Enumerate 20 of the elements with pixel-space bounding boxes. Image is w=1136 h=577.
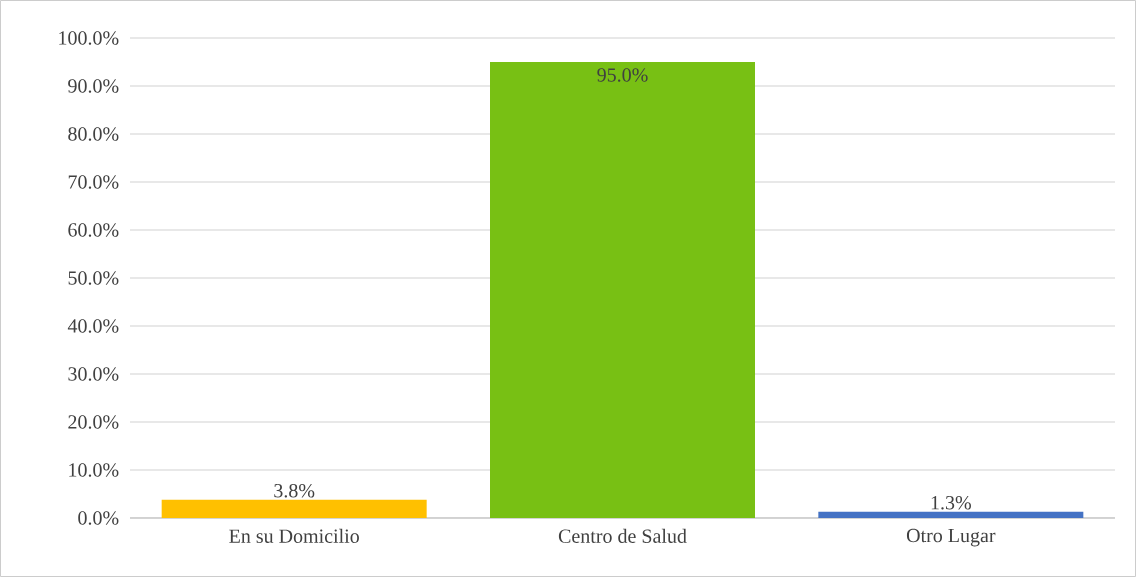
x-tick-label: En su Domicilio	[229, 528, 359, 543]
y-tick-label: 10.0%	[69, 463, 119, 477]
y-tick-label: 40.0%	[67, 319, 119, 333]
y-tick-label: 0.0%	[78, 511, 119, 525]
data-label: 3.8%	[274, 483, 315, 498]
y-tick-label: 60.0%	[68, 223, 119, 237]
y-tick-label: 50.0%	[68, 271, 119, 285]
x-tick-label: Centro de Salud	[558, 528, 687, 543]
y-tick-label: 90.0%	[68, 79, 119, 93]
bar	[818, 511, 1084, 518]
x-tick-label: Otro Lugar	[906, 528, 996, 547]
data-label: 95.0%	[597, 68, 648, 82]
bar	[161, 499, 427, 518]
y-tick-label: 30.0%	[68, 367, 119, 381]
y-tick-label: 70.0%	[68, 175, 119, 189]
y-tick-label: 20.0%	[68, 415, 119, 429]
bar	[490, 61, 755, 518]
data-label: 1.3%	[931, 495, 971, 510]
y-tick-label: 80.0%	[68, 127, 119, 141]
y-tick-label: 100.0%	[59, 31, 119, 45]
